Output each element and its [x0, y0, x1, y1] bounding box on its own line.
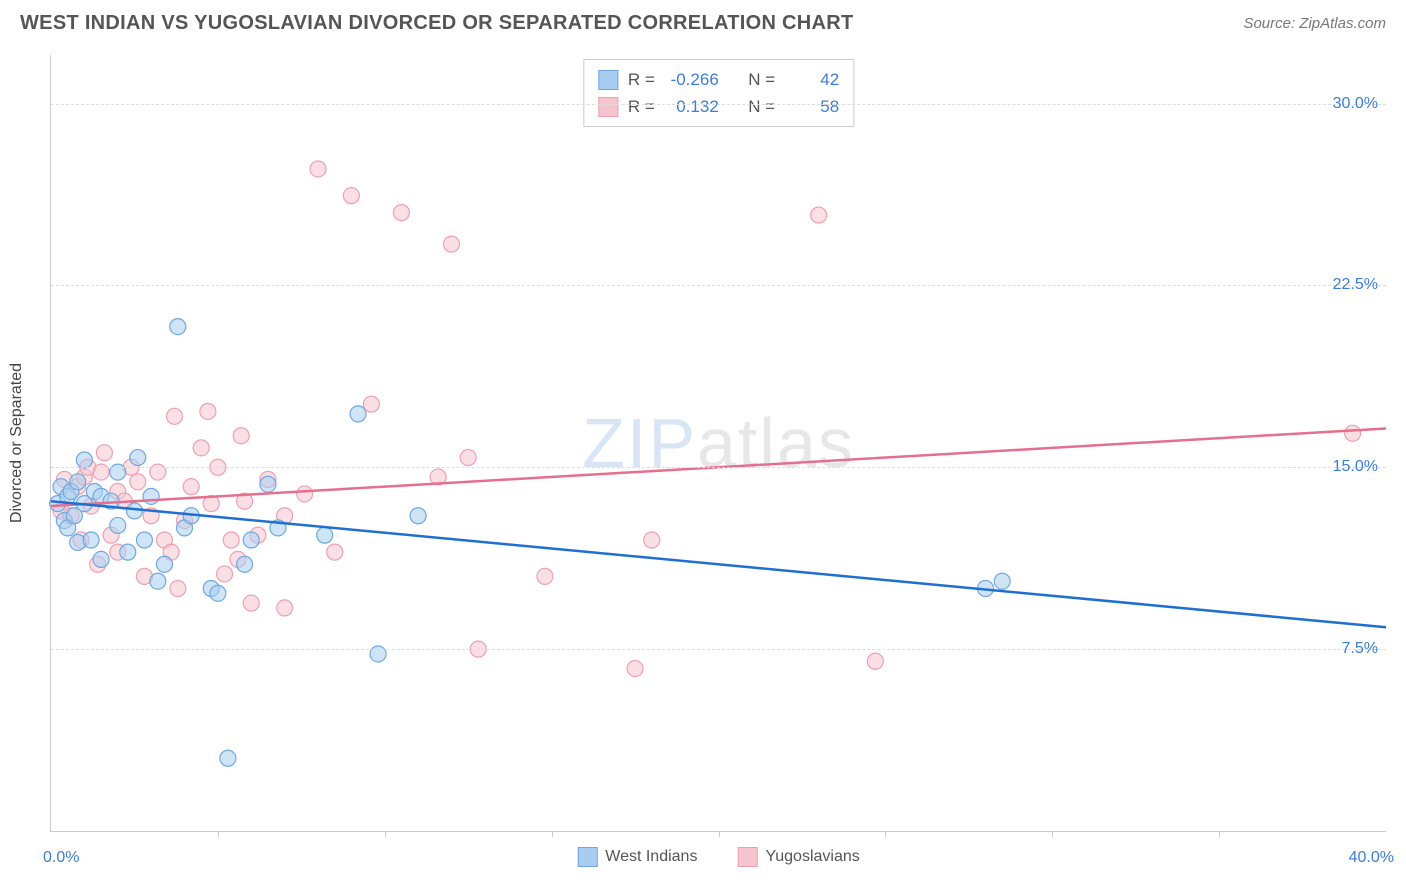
swatch-series2 — [598, 97, 618, 117]
stats-legend-box: R = -0.266 N = 42 R = 0.132 N = 58 — [583, 59, 854, 127]
y-tick-label: 22.5% — [1333, 276, 1378, 294]
swatch-series2 — [737, 847, 757, 867]
swatch-series1 — [598, 70, 618, 90]
x-axis-max-label: 40.0% — [1349, 849, 1394, 867]
swatch-series1 — [577, 847, 597, 867]
y-tick-label: 15.0% — [1333, 458, 1378, 476]
legend-item-1: West Indians — [577, 847, 697, 867]
chart-plot-area: Divorced or Separated ZIPatlas R = -0.26… — [50, 55, 1386, 832]
y-tick-label: 30.0% — [1333, 95, 1378, 113]
stats-row-2: R = 0.132 N = 58 — [598, 93, 839, 120]
x-axis-min-label: 0.0% — [43, 849, 79, 867]
source-attribution: Source: ZipAtlas.com — [1243, 15, 1386, 32]
y-axis-title: Divorced or Separated — [8, 363, 26, 523]
stats-row-1: R = -0.266 N = 42 — [598, 66, 839, 93]
bottom-legend: West Indians Yugoslavians — [577, 847, 860, 867]
y-tick-label: 7.5% — [1342, 640, 1378, 658]
scatter-svg — [51, 55, 1386, 831]
chart-title: WEST INDIAN VS YUGOSLAVIAN DIVORCED OR S… — [20, 12, 854, 35]
legend-item-2: Yugoslavians — [737, 847, 859, 867]
